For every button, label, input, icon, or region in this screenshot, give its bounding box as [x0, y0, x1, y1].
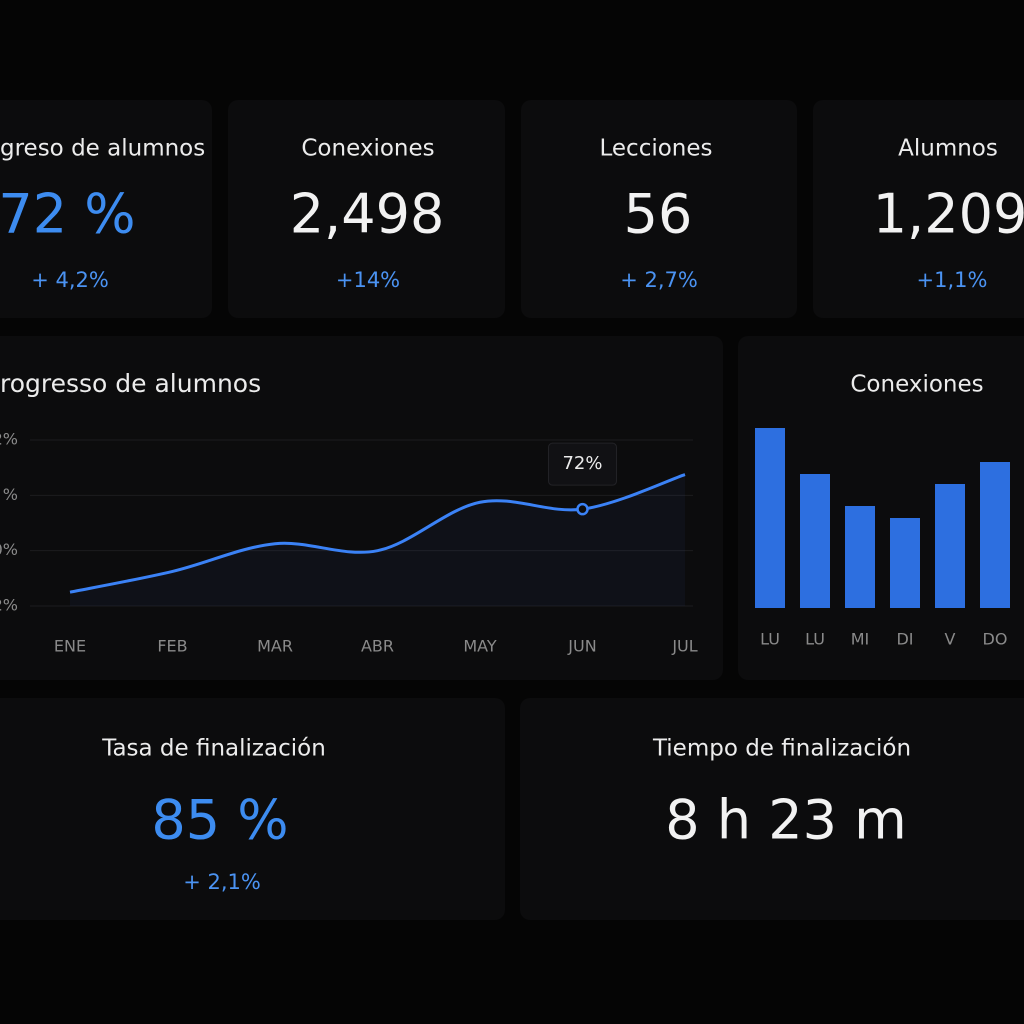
bar	[845, 506, 875, 608]
x-tick-label: DO	[983, 630, 1008, 649]
y-tick-label: %	[3, 485, 18, 504]
y-tick-label: 2%	[0, 430, 18, 449]
bar	[980, 462, 1010, 608]
value-label: 72%	[562, 453, 602, 474]
x-tick-label: FEB	[157, 637, 187, 656]
kpi-value: 56	[624, 183, 693, 246]
kpi-value: 2,498	[290, 183, 445, 246]
bar	[935, 484, 965, 608]
line-area	[70, 474, 685, 606]
summary-card	[520, 698, 1024, 920]
x-tick-label: MAY	[463, 637, 497, 656]
x-tick-label: DI	[896, 630, 913, 649]
kpi-title: Lecciones	[599, 136, 712, 162]
kpi-title: Conexiones	[301, 136, 434, 162]
summary-value: 8 h 23 m	[665, 789, 906, 852]
bar	[755, 428, 785, 608]
kpi-card	[0, 100, 212, 318]
y-tick-label: 2%	[0, 596, 18, 615]
annotation-box	[548, 442, 617, 486]
kpi-change: +14%	[336, 268, 400, 292]
x-tick-label: JUN	[567, 637, 596, 656]
x-tick-label: MAR	[257, 637, 293, 656]
kpi-value: 1,209	[873, 183, 1024, 246]
kpi-title: greso de alumnos	[0, 136, 205, 162]
point-marker	[576, 502, 589, 516]
x-tick-label: MI	[851, 630, 870, 649]
summary-title: Tiempo de finalización	[652, 736, 911, 762]
y-tick-label: 0%	[0, 540, 18, 559]
x-tick-label: LU	[805, 630, 825, 649]
summary-card	[0, 698, 505, 920]
x-tick-label: JUL	[671, 637, 697, 656]
bar	[800, 474, 830, 608]
kpi-change: + 4,2%	[31, 268, 109, 292]
kpi-card	[813, 100, 1024, 318]
x-tick-label: V	[945, 630, 956, 649]
kpi-card	[228, 100, 505, 318]
kpi-value: 72 %	[0, 183, 136, 246]
summary-value: 85 %	[151, 789, 288, 852]
chart-title: rogresso de alumnos	[0, 369, 261, 398]
x-tick-label: ABR	[361, 637, 394, 656]
kpi-change: + 2,7%	[620, 268, 698, 292]
summary-change: + 2,1%	[183, 870, 261, 894]
x-tick-label: ENE	[54, 637, 86, 656]
kpi-change: +1,1%	[917, 268, 988, 292]
kpi-card	[521, 100, 797, 318]
line-panel	[0, 336, 723, 680]
bar	[890, 518, 920, 608]
chart-title: Conexiones	[850, 372, 983, 398]
kpi-title: Alumnos	[898, 136, 998, 162]
x-tick-label: LU	[760, 630, 780, 649]
summary-title: Tasa de finalización	[101, 736, 326, 762]
